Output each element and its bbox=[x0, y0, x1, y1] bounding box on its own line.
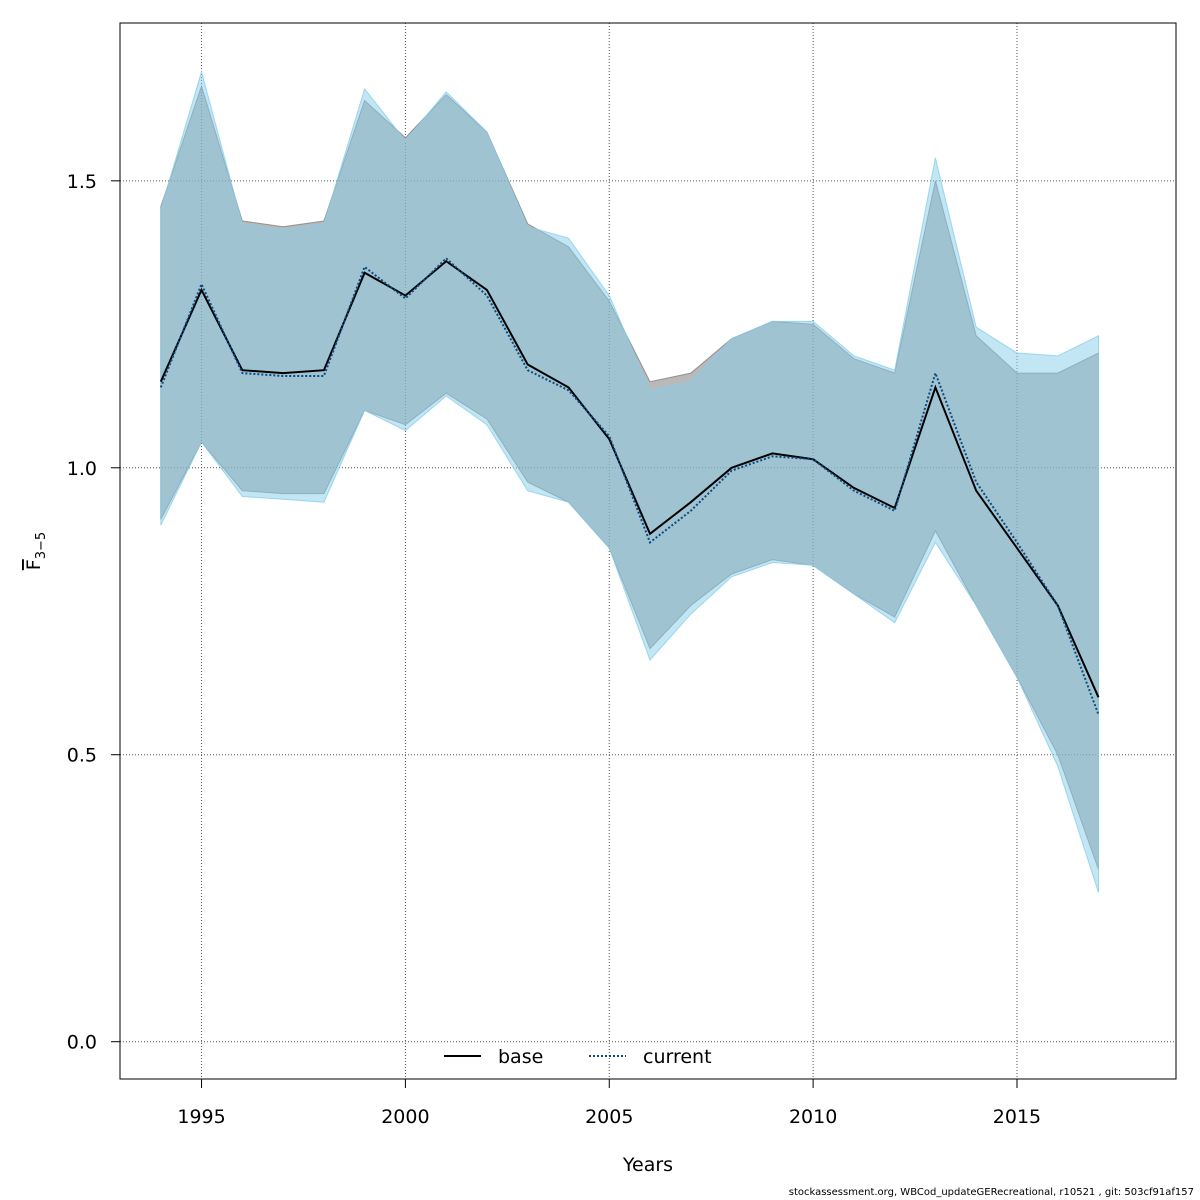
x-axis-title: Years bbox=[622, 1154, 673, 1176]
y-tick-label: 1.5 bbox=[67, 171, 97, 193]
band-current bbox=[160, 69, 1099, 893]
footer-credit: stockassessment.org, WBCod_updateGERecre… bbox=[788, 1187, 1194, 1198]
y-tick-label: 0.5 bbox=[67, 745, 97, 767]
y-axis-title: F3−5 bbox=[23, 532, 49, 570]
plot-frame bbox=[119, 22, 1177, 1080]
y-tick-label: 0.0 bbox=[67, 1032, 97, 1054]
confidence-bands bbox=[160, 69, 1099, 893]
line-current bbox=[159, 256, 1100, 715]
y-tick-label: 1.0 bbox=[67, 458, 97, 480]
svg-text:F3−5: F3−5 bbox=[23, 532, 49, 570]
legend: base current bbox=[444, 1046, 712, 1068]
y-axis-title-sub: 3−5 bbox=[34, 532, 49, 559]
axis-ticks: 1995 2000 2005 2010 2015 0.0 0.5 1.0 1.5 bbox=[67, 171, 1041, 1128]
x-tick-label: 1995 bbox=[177, 1106, 225, 1128]
x-tick-label: 2005 bbox=[585, 1106, 633, 1128]
y-axis-title-main: F bbox=[23, 559, 45, 570]
legend-base-label: base bbox=[498, 1046, 543, 1068]
line-base bbox=[159, 259, 1100, 698]
x-tick-label: 2010 bbox=[789, 1106, 837, 1128]
x-tick-label: 2015 bbox=[993, 1106, 1041, 1128]
series-lines bbox=[159, 256, 1100, 715]
legend-current-label: current bbox=[643, 1046, 712, 1068]
x-tick-label: 2000 bbox=[381, 1106, 429, 1128]
